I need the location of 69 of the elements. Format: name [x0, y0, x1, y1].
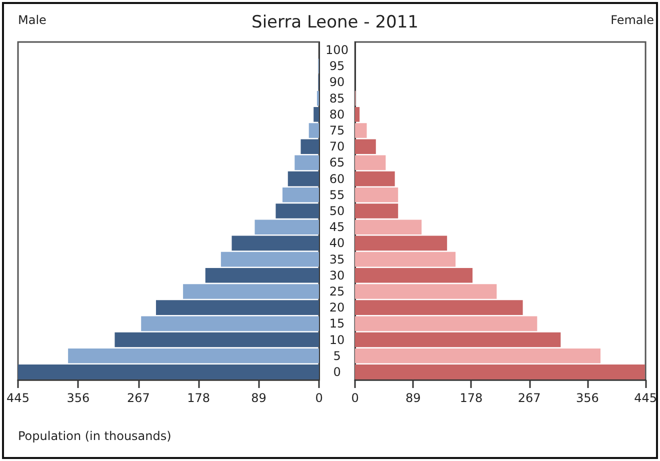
x-tick-label: 445: [6, 391, 30, 405]
bar: [355, 348, 600, 364]
bar: [300, 139, 319, 154]
bar: [355, 155, 386, 170]
bar: [205, 268, 319, 283]
bar: [68, 348, 319, 364]
bar: [114, 332, 319, 348]
y-tick-label: 35: [329, 252, 345, 266]
y-tick-label: 60: [329, 172, 345, 186]
bar: [355, 107, 360, 122]
y-tick-label: 45: [329, 220, 345, 234]
y-tick-label: 40: [329, 236, 345, 250]
y-tick-label: 55: [329, 188, 345, 202]
x-tick-label: 89: [251, 391, 266, 405]
bar: [355, 139, 376, 154]
bar: [183, 284, 319, 299]
bar: [282, 188, 319, 202]
bar: [355, 204, 398, 218]
bar: [355, 252, 456, 267]
y-tick-label: 0: [333, 364, 341, 379]
y-tick-label: 75: [329, 124, 345, 138]
bar: [232, 236, 319, 251]
x-tick-label: 0: [315, 391, 323, 405]
x-axis-title: Population (in thousands): [18, 429, 172, 443]
bar: [220, 252, 319, 267]
bar: [141, 316, 319, 332]
y-tick-label: 5: [333, 348, 341, 363]
x-tick-label: 178: [460, 391, 483, 405]
bar: [254, 220, 319, 234]
y-tick-label: 20: [329, 300, 345, 315]
bar: [355, 188, 398, 202]
x-tick-label: 445: [634, 391, 657, 405]
y-tick-label: 15: [329, 316, 345, 331]
x-tick-label: 267: [518, 391, 541, 405]
text: Male: [18, 13, 46, 27]
bar: [355, 171, 395, 186]
y-tick-label: 85: [329, 91, 345, 106]
y-tick-label: 80: [329, 107, 345, 122]
bar: [355, 316, 538, 332]
x-tick-label: 0: [351, 391, 359, 405]
bar: [288, 171, 319, 186]
x-tick-label: 178: [187, 391, 210, 405]
bar: [355, 284, 497, 299]
bar: [355, 268, 473, 283]
y-tick-label: 65: [329, 156, 345, 170]
bar: [308, 123, 319, 138]
x-tick-label: 356: [576, 391, 599, 405]
y-tick-label: 90: [329, 75, 345, 90]
text: Female: [610, 13, 654, 27]
bar: [355, 300, 523, 315]
x-tick-label: 356: [66, 391, 90, 405]
bar: [355, 220, 422, 234]
bar: [156, 300, 319, 315]
x-tick-label: 89: [405, 391, 421, 405]
bar: [355, 123, 367, 138]
y-tick-label: 70: [329, 140, 345, 154]
y-tick-label: 50: [329, 204, 345, 218]
x-tick-label: 267: [126, 391, 150, 405]
bar: [314, 107, 319, 122]
y-tick-label: 30: [329, 268, 345, 282]
y-tick-label: 25: [329, 284, 345, 298]
bar: [276, 204, 319, 218]
bar: [355, 332, 561, 348]
bar: [355, 236, 448, 251]
y-tick-label: 10: [329, 332, 345, 347]
y-tick-label: 100: [326, 43, 348, 58]
y-tick-label: 95: [329, 59, 345, 74]
chart-title: Sierra Leone - 2011: [252, 12, 418, 32]
bar: [294, 155, 319, 170]
